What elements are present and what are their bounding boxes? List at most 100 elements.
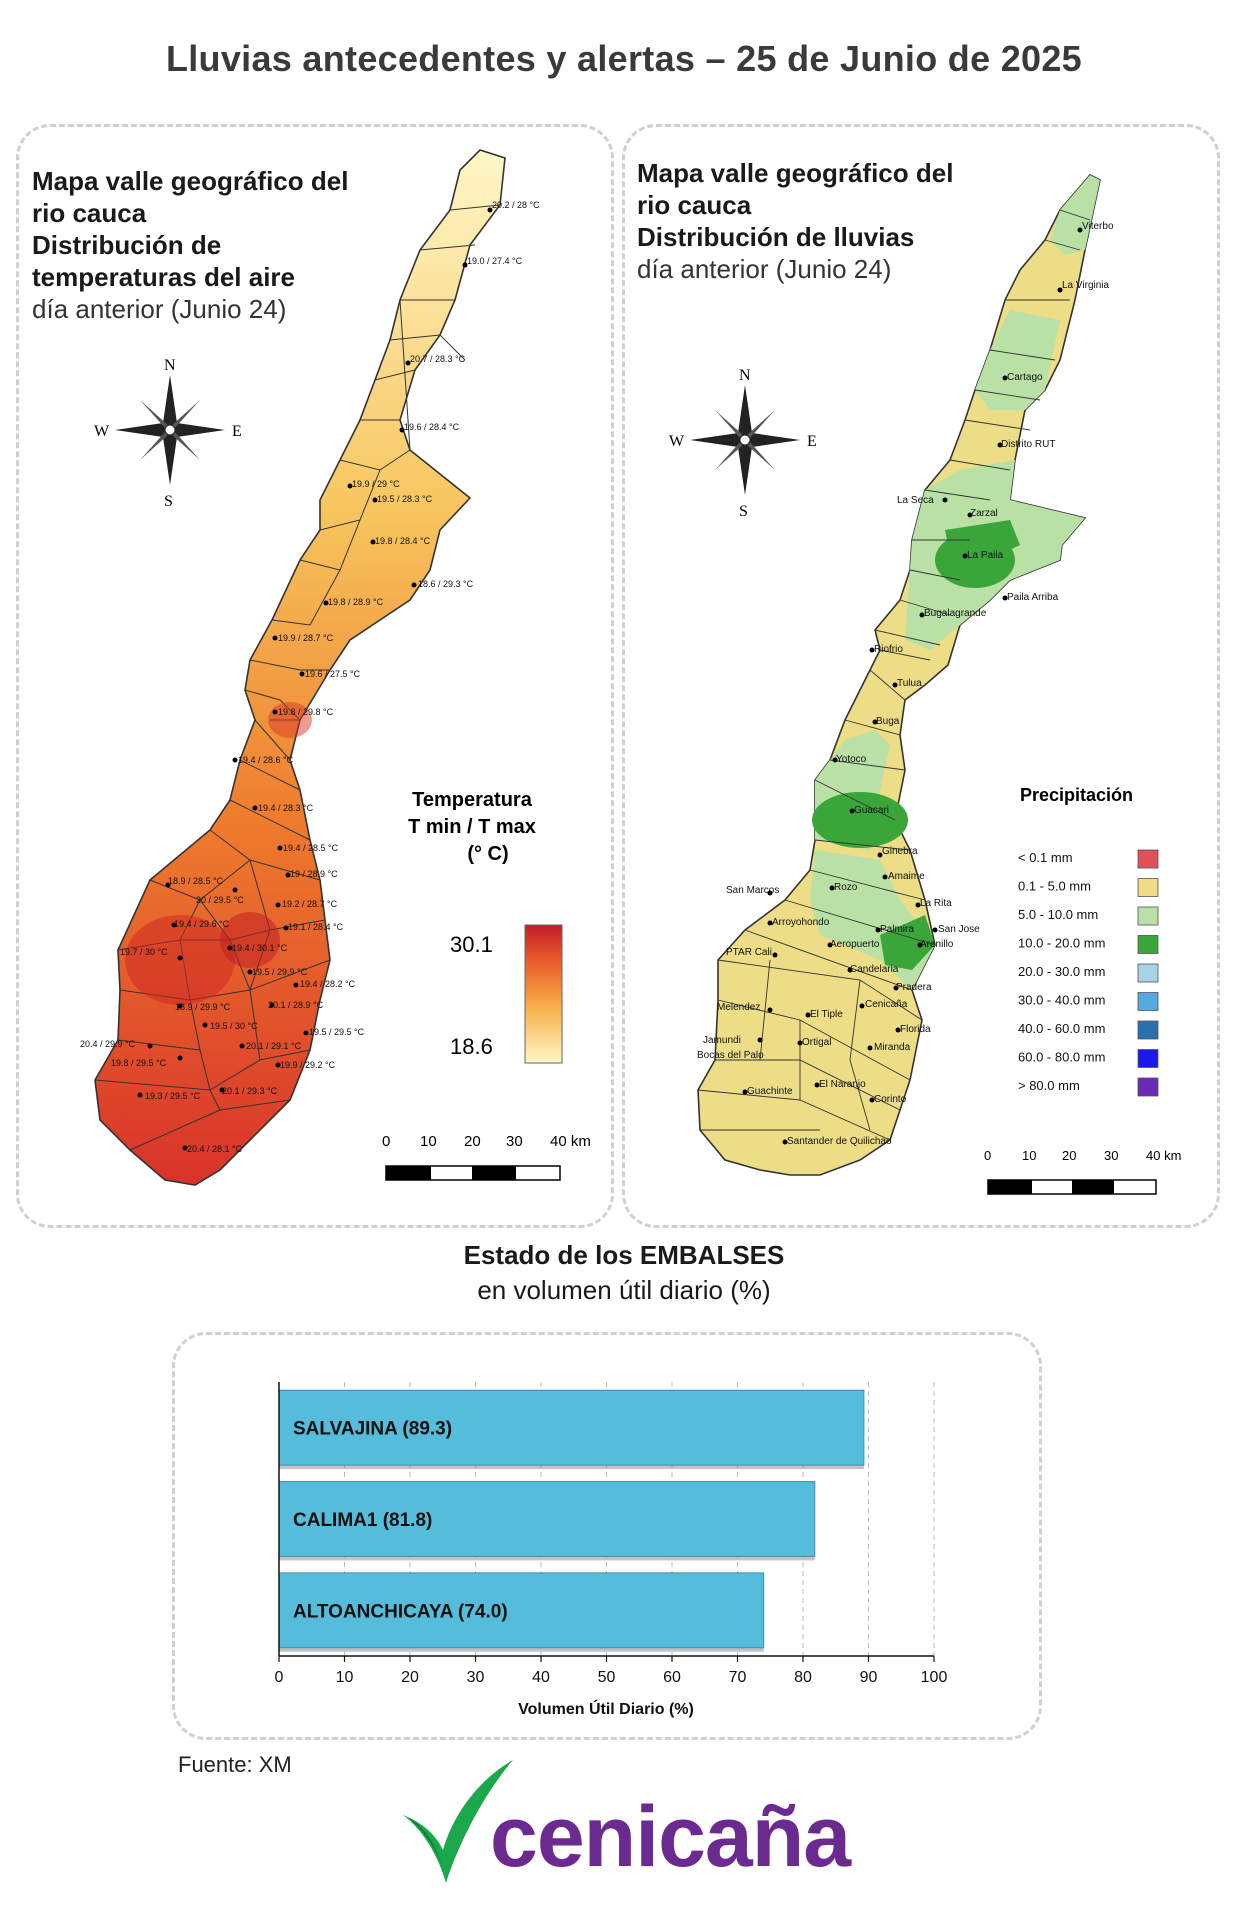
rain-scale-bar: 0 10 20 30 40 km: [984, 1148, 1181, 1195]
chart-tick-label: 100: [921, 1669, 948, 1686]
station-label: 19.5 / 30 °C: [210, 1021, 258, 1031]
station-label: 19.5 / 29.5 °C: [309, 1027, 365, 1037]
city-label: Pradera: [896, 982, 932, 993]
source-text: Fuente: XM: [178, 1752, 292, 1777]
city-label: Guacari: [854, 805, 889, 816]
rain-legend-swatch: [1137, 963, 1159, 983]
city-label: Cartago: [1007, 372, 1043, 383]
temperature-hotspot-3: [268, 702, 312, 738]
chart-bar-label: ALTOANCHICAYA (74.0): [293, 1601, 508, 1622]
station-label: 19.8 / 29.5 °C: [111, 1058, 167, 1068]
station-label: 19.6 / 28.4 °C: [404, 422, 460, 432]
city-label: Florida: [900, 1024, 931, 1035]
chart-bar: [278, 1481, 816, 1557]
temp-compass-s: S: [164, 493, 173, 510]
cenicana-logo-text: cenicaña: [490, 1789, 851, 1885]
chart-tick-label: 60: [663, 1669, 681, 1686]
station-label: 19.9 / 29.2 °C: [280, 1060, 336, 1070]
city-label: Aeropuerto: [830, 939, 880, 950]
station-label: 19.4 / 28.3 °C: [258, 803, 314, 813]
rain-legend-label: 5.0 - 10.0 mm: [1018, 907, 1098, 922]
temperature-stations: 20.2 / 28 °C 19.0 / 27.4 °C 20.7 / 28.3 …: [80, 200, 540, 1154]
rain-legend-swatch: [1137, 992, 1159, 1011]
rainfall-map-panel: [622, 124, 1220, 1228]
rain-scale-40: 40 km: [1146, 1148, 1181, 1163]
station-label: 20.2 / 28 °C: [492, 200, 540, 210]
rain-scale-0: 0: [984, 1148, 991, 1163]
rainfall-cities: Viterbo La Virginia Cartago Distrito RUT…: [697, 221, 1114, 1147]
city-label: Ortigal: [802, 1037, 831, 1048]
temp-scale-0: 0: [382, 1133, 390, 1150]
city-label: Santander de Quilichao: [787, 1136, 892, 1147]
station-label: 19.5 / 29.9 °C: [252, 967, 308, 977]
city-label: Paila Arriba: [1007, 592, 1059, 603]
temperature-hotspot-2: [220, 912, 280, 968]
station-label: 19.9 / 29 °C: [352, 479, 400, 489]
rain-compass-e: E: [807, 433, 817, 450]
chart-bar: [278, 1389, 865, 1466]
city-label: Palmira: [880, 924, 914, 935]
station-label: 20.1 / 29.3 °C: [222, 1086, 278, 1096]
station-label: 20.1 / 28.9 °C: [268, 1000, 324, 1010]
temp-scale-bar: 0 10 20 30 40 km: [382, 1133, 591, 1181]
station-label: 19.1 / 28.4 °C: [288, 922, 344, 932]
city-label: Guachinte: [747, 1086, 793, 1097]
city-label: San Marcos: [726, 885, 779, 896]
city-label: El Tiple: [810, 1009, 843, 1020]
temp-scale-10: 10: [420, 1133, 437, 1150]
station-label: 19.5 / 28.3 °C: [377, 494, 433, 504]
chart-tick-label: 40: [532, 1669, 550, 1686]
rain-legend-swatch: [1137, 849, 1159, 869]
rain-legend-swatch: [1137, 935, 1159, 954]
temperature-map-panel: [16, 124, 614, 1228]
city-label: El Naranjo: [819, 1079, 866, 1090]
rain-compass-s: S: [739, 503, 748, 520]
city-label: Candelaria: [850, 964, 899, 975]
city-label: Miranda: [874, 1042, 911, 1053]
chart-bar: [278, 1572, 765, 1649]
station-label: 19.4 / 28.6 °C: [238, 755, 294, 765]
city-label: La Paila: [967, 550, 1004, 561]
chart-tick-label: 80: [794, 1669, 812, 1686]
temp-legend-title-2: T min / T max: [408, 816, 536, 838]
city-label: Riofrio: [874, 644, 903, 655]
station-label: 20.4 / 29.9 °C: [80, 1039, 136, 1049]
temp-heading-line-2: rio cauca: [32, 198, 147, 228]
temp-scale-30: 30: [506, 1133, 523, 1150]
chart-tick-label: 70: [729, 1669, 747, 1686]
station-label: 19.0 / 27.4 °C: [467, 256, 523, 266]
station-label: 19.4 / 28.2 °C: [300, 979, 356, 989]
rain-scale-10: 10: [1022, 1148, 1036, 1163]
city-label: La Virginia: [1062, 280, 1110, 291]
rain-compass-icon: N S E W: [669, 367, 817, 520]
station-label: 19.8 / 29.8 °C: [278, 707, 334, 717]
rain-legend: < 0.1 mm 0.1 - 5.0 mm 5.0 - 10.0 mm 10.0 - …: [1018, 849, 1159, 1097]
rain-heading-line-2: rio cauca: [637, 190, 752, 220]
city-label: San Jose: [938, 924, 980, 935]
reservoirs-heading-sub: en volumen útil diario (%): [477, 1275, 771, 1305]
station-label: 19.8 / 28.9 °C: [328, 597, 384, 607]
reservoirs-heading: Estado de los EMBALSES en volumen útil d…: [0, 1240, 1248, 1306]
station-label: 18.9 / 29.9 °C: [175, 1002, 231, 1012]
temp-heading-line-3: Distribución de: [32, 230, 222, 260]
city-label: Ginebra: [882, 846, 918, 857]
city-label: Yotoco: [836, 754, 867, 765]
temp-scale-40: 40 km: [550, 1133, 591, 1150]
rain-legend-label: 10.0 - 20.0 mm: [1018, 936, 1105, 951]
rain-legend-swatch: [1137, 878, 1159, 897]
temp-compass-n: N: [164, 357, 176, 374]
temp-heading-line-4: temperaturas del aire: [32, 262, 296, 292]
station-label: 20 / 29.5 °C: [196, 895, 244, 905]
chart-tick-label: 0: [275, 1669, 284, 1686]
temp-legend-min: 18.6: [450, 1034, 493, 1059]
temp-scale-20: 20: [464, 1133, 481, 1150]
temp-compass-e: E: [232, 423, 242, 440]
city-label: Jamundi: [703, 1035, 741, 1046]
chart-tick-label: 10: [336, 1669, 354, 1686]
station-label: 19.4 / 30.1 °C: [232, 943, 288, 953]
station-label: 18.9 / 28.5 °C: [168, 876, 224, 886]
city-label: La Seca: [897, 495, 934, 506]
station-label: 19.4 / 29.6 °C: [174, 919, 230, 929]
temp-legend-gradient: [524, 924, 563, 1064]
